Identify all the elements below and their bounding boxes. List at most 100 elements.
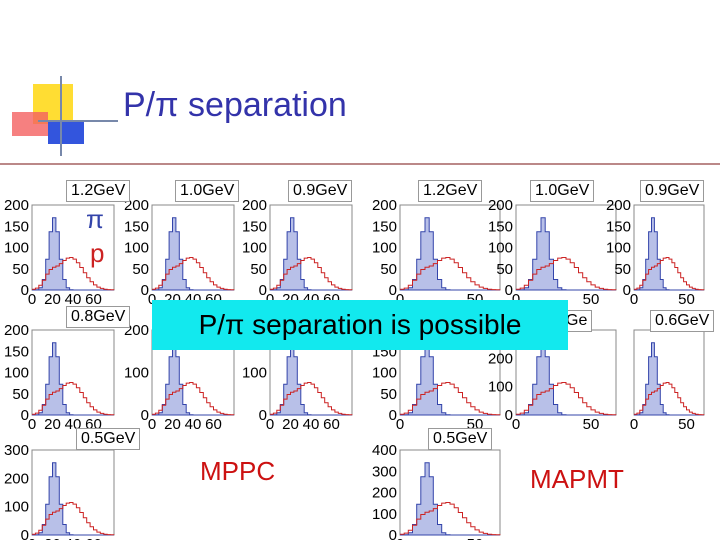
y-tick-label: 100 xyxy=(372,506,397,523)
y-tick-label: 100 xyxy=(4,240,29,257)
p-histogram xyxy=(270,382,353,416)
legend-pi-label: π xyxy=(86,204,104,234)
header-mapmt-0-9: 0.9GeV xyxy=(640,180,705,202)
x-tick-label: 0 xyxy=(266,416,274,433)
p-histogram xyxy=(516,382,617,416)
y-tick-label: 200 xyxy=(4,197,29,214)
x-tick-label: 0 xyxy=(396,416,404,433)
p-histogram xyxy=(634,382,705,416)
pi-histogram xyxy=(152,217,234,291)
y-tick-label: 50 xyxy=(614,261,631,278)
plot-frame xyxy=(399,204,501,291)
y-tick-label: 300 xyxy=(4,442,29,459)
y-tick-label: 0 xyxy=(259,282,267,299)
y-tick-label: 200 xyxy=(488,350,513,367)
x-tick-label: 40 xyxy=(65,536,82,540)
histogram-panels: 2001501005000204060200150100500020406020… xyxy=(4,197,705,540)
pi-histogram xyxy=(32,342,114,416)
x-tick-label: 0 xyxy=(266,291,274,308)
y-tick-label: 100 xyxy=(372,365,397,382)
x-tick-label: 40 xyxy=(303,416,320,433)
y-tick-label: 0 xyxy=(141,282,149,299)
y-tick-label: 100 xyxy=(124,365,149,382)
pi-histogram xyxy=(270,342,352,416)
x-tick-label: 60 xyxy=(323,416,340,433)
conclusion-banner: P/π separation is possible xyxy=(152,300,568,350)
plot-frame xyxy=(399,449,501,536)
y-tick-label: 200 xyxy=(4,322,29,339)
y-tick-label: 0 xyxy=(21,282,29,299)
x-tick-label: 0 xyxy=(28,291,36,308)
y-tick-label: 100 xyxy=(606,240,631,257)
p-histogram xyxy=(32,382,115,416)
y-tick-label: 100 xyxy=(4,499,29,516)
y-tick-label: 50 xyxy=(496,261,513,278)
x-tick-label: 40 xyxy=(185,416,202,433)
header-mapmt-partial: Ge xyxy=(566,310,593,332)
p-histogram xyxy=(400,257,501,291)
y-tick-label: 50 xyxy=(12,261,29,278)
x-tick-label: 0 xyxy=(148,291,156,308)
header-mppc-0-5: 0.5GeV xyxy=(76,428,141,450)
x-tick-label: 0 xyxy=(630,416,638,433)
mapmt-label: MAPMT xyxy=(530,464,624,494)
y-tick-label: 150 xyxy=(242,218,267,235)
y-tick-label: 50 xyxy=(380,261,397,278)
pi-histogram xyxy=(32,462,114,536)
y-tick-label: 150 xyxy=(606,218,631,235)
y-tick-label: 0 xyxy=(21,407,29,424)
y-tick-label: 0 xyxy=(389,527,397,540)
histogram-panel: 400 300 200 100 00 50 xyxy=(372,442,501,540)
x-tick-label: 50 xyxy=(467,536,484,540)
y-tick-label: 0 xyxy=(259,407,267,424)
logo-vline xyxy=(60,76,62,156)
y-tick-label: 100 xyxy=(488,379,513,396)
x-tick-label: 20 xyxy=(44,416,61,433)
pi-histogram xyxy=(516,217,616,291)
pi-histogram xyxy=(400,342,500,416)
y-tick-label: 200 xyxy=(242,197,267,214)
x-tick-label: 0 xyxy=(396,291,404,308)
y-tick-label: 0 xyxy=(141,407,149,424)
y-tick-label: 0 xyxy=(505,282,513,299)
y-tick-label: 150 xyxy=(372,218,397,235)
p-histogram xyxy=(634,257,705,291)
pi-histogram xyxy=(634,342,704,416)
x-tick-label: 50 xyxy=(583,291,600,308)
pi-histogram xyxy=(32,217,114,291)
header-mapmt-1-2: 1.2GeV xyxy=(418,180,483,202)
y-tick-label: 100 xyxy=(488,240,513,257)
pi-histogram xyxy=(152,342,234,416)
logo-red-square xyxy=(12,112,48,136)
y-tick-label: 100 xyxy=(4,365,29,382)
plot-frame xyxy=(31,449,115,536)
y-tick-label: 400 xyxy=(372,442,397,459)
y-tick-label: 100 xyxy=(372,240,397,257)
y-tick-label: 0 xyxy=(505,407,513,424)
x-tick-label: 60 xyxy=(85,536,102,540)
y-tick-label: 0 xyxy=(623,282,631,299)
y-tick-label: 200 xyxy=(4,470,29,487)
x-tick-label: 0 xyxy=(28,416,36,433)
pi-histogram xyxy=(400,462,500,536)
p-histogram xyxy=(32,257,115,291)
y-tick-label: 50 xyxy=(12,386,29,403)
legend-p-label: p xyxy=(90,238,105,268)
p-histogram xyxy=(400,382,501,416)
y-tick-label: 200 xyxy=(606,197,631,214)
plot-frame xyxy=(515,204,617,291)
header-mppc-0-8: 0.8GeV xyxy=(66,306,131,328)
mppc-label: MPPC xyxy=(200,456,276,486)
x-tick-label: 0 xyxy=(148,416,156,433)
plot-frame xyxy=(151,204,235,291)
p-histogram xyxy=(270,257,353,291)
y-tick-label: 0 xyxy=(389,282,397,299)
y-tick-label: 300 xyxy=(372,463,397,480)
pi-histogram xyxy=(270,217,352,291)
x-tick-label: 60 xyxy=(85,291,102,308)
